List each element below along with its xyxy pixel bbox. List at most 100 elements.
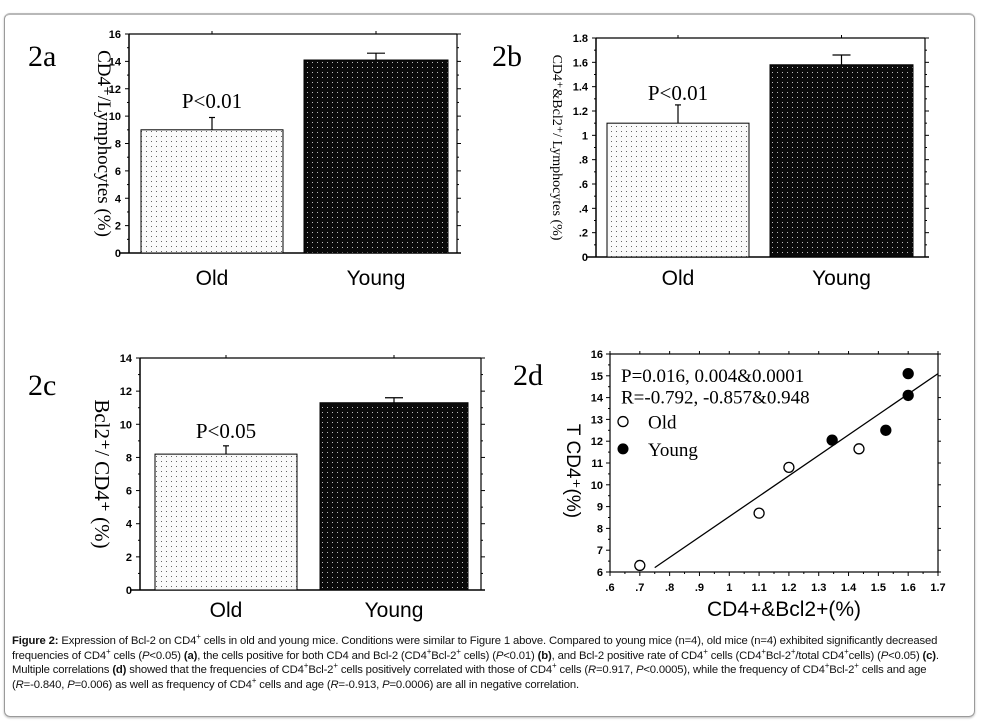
x-category-label: Old <box>662 267 695 290</box>
figure-caption: Figure 2: Expression of Bcl-2 on CD4+ ce… <box>12 632 969 692</box>
caption-segment: cells ( <box>110 649 143 662</box>
panel-2c: 2c 0 2 4 6 8 10 12 14 Old Young P<0.05 Bcl2⁺/ CD4⁺ (… <box>28 353 485 622</box>
caption-segment: + <box>303 661 309 671</box>
y-tick-label: 14 <box>120 353 133 365</box>
caption-segment: /total CD4 <box>795 649 845 662</box>
y-axis-label: CD4⁺/Lymphocytes (%) <box>93 50 114 237</box>
caption-segment: R <box>330 678 339 691</box>
y-axis-label: CD4⁺&Bcl2⁺/ Lymphocytes (%) <box>549 55 564 241</box>
panel-label: 2c <box>28 369 56 402</box>
legend-label-young: Young <box>648 440 698 461</box>
caption-segment: + <box>761 646 766 656</box>
y-tick-label: 16 <box>591 349 603 361</box>
caption-segment: + <box>196 632 201 642</box>
y-tick-label: 15 <box>591 371 603 383</box>
y-tick-label: 8 <box>597 523 603 535</box>
caption-segment: , the cells positive for both CD4 and Bc… <box>197 649 427 662</box>
data-point-old <box>783 461 795 474</box>
x-tick-label: 1.5 <box>871 582 886 594</box>
caption-segment: P <box>880 649 889 662</box>
y-tick-label: 9 <box>597 502 603 514</box>
y-tick-label: 4 <box>126 519 133 531</box>
y-tick-label: 10 <box>109 111 121 123</box>
y-tick-label: 1.6 <box>573 57 588 69</box>
y-tick-label: 8 <box>126 452 132 464</box>
y-tick-label: 4 <box>115 193 122 205</box>
panel-label: 2b <box>492 40 522 73</box>
x-category-label: Young <box>347 267 406 290</box>
y-tick-label: 12 <box>109 84 121 96</box>
caption-segment: + <box>456 646 461 656</box>
caption-segment: <0.0005), while the frequency of CD4 <box>643 664 825 677</box>
caption-segment: =-0.840, <box>23 678 68 691</box>
caption-segment: cells in old and young mice. Conditions … <box>12 635 938 662</box>
x-tick-label: 1.2 <box>781 582 796 594</box>
y-tick-label: 1.8 <box>573 33 588 45</box>
caption-segment: + <box>426 646 432 656</box>
legend-label-old: Old <box>648 413 677 434</box>
x-tick-label: .7 <box>635 582 644 594</box>
x-tick-label: .8 <box>665 582 674 594</box>
x-tick-label: 1.7 <box>930 582 945 594</box>
y-tick-label: .2 <box>579 228 588 240</box>
x-category-label: Old <box>196 267 229 290</box>
y-tick-label: 14 <box>109 56 122 68</box>
caption-segment: P <box>142 649 150 662</box>
caption-segment: Bcl-2 <box>431 649 457 662</box>
y-tick-label: 12 <box>591 436 603 448</box>
bar-old <box>140 129 284 254</box>
y-tick-label: 2 <box>126 552 132 564</box>
data-point-old <box>753 507 765 519</box>
caption-segment: =0.917, <box>595 664 636 677</box>
y-tick-label: 1.2 <box>573 106 588 118</box>
y-tick-label: 10 <box>591 480 603 492</box>
x-tick-label: .6 <box>605 582 614 594</box>
y-tick-label: .8 <box>579 155 588 167</box>
data-point-young <box>880 424 892 436</box>
caption-segment: + <box>854 661 859 671</box>
caption-segment: + <box>824 661 830 671</box>
y-tick-label: .4 <box>579 203 589 215</box>
caption-segment: <0.05) <box>149 649 184 662</box>
y-tick-label: 2 <box>115 221 121 233</box>
caption-segment: + <box>790 646 796 656</box>
y-tick-label: 14 <box>591 393 604 405</box>
caption-segment: cells) ( <box>848 649 881 662</box>
caption-segment: <0.01) <box>503 649 538 662</box>
y-axis-label: Bcl2⁺/ CD4⁺ (%) <box>90 399 114 548</box>
data-point-young <box>902 389 914 402</box>
data-point-old <box>853 443 865 455</box>
caption-segment: + <box>251 676 257 686</box>
caption-segment: cells positively correlated with those o… <box>337 664 552 677</box>
caption-segment: showed that the frequencies of CD4 <box>126 664 304 677</box>
legend-marker-young <box>617 443 629 455</box>
y-tick-label: 11 <box>591 458 603 470</box>
y-tick-label: 8 <box>115 139 121 151</box>
p-value-annotation: P<0.01 <box>182 89 242 113</box>
caption-segment: , and Bcl-2 positive rate of CD4 <box>551 649 704 662</box>
x-tick-label: .9 <box>695 582 704 594</box>
y-tick-label: 0 <box>115 248 121 260</box>
p-value-annotation: P<0.05 <box>196 419 256 443</box>
y-tick-label: 6 <box>115 166 121 178</box>
x-tick-label: 1 <box>726 582 732 594</box>
caption-segment: cells) ( <box>460 649 496 662</box>
x-axis-label: CD4+&Bcl2+(%) <box>707 598 861 621</box>
caption-segment: R <box>15 678 24 691</box>
y-tick-label: 13 <box>591 414 603 426</box>
panel-2b: 2b 0 .2 .4 .6 .8 1 1.2 1.4 1.6 1.8 Old Young P<0.01 CD… <box>492 33 929 290</box>
x-category-label: Young <box>365 599 424 622</box>
caption-segment: + <box>551 661 557 671</box>
y-tick-label: 7 <box>597 545 603 557</box>
caption-segment: (c) <box>922 649 937 662</box>
y-tick-label: 1 <box>582 130 588 142</box>
bar-old <box>606 122 750 258</box>
caption-segment: P <box>382 678 390 691</box>
caption-segment: cells ( <box>556 664 589 677</box>
p-values-annotation: P=0.016, 0.004&0.0001 <box>621 366 804 387</box>
y-tick-label: 0 <box>126 585 132 597</box>
panel-2d: 2d 6 7 8 9 10 11 12 13 14 15 16 .6 .7 .8 .9 1 1.1 1.2 1.3 1.… <box>513 349 946 621</box>
caption-segment: (b) <box>537 649 552 662</box>
x-tick-label: 1.6 <box>901 582 916 594</box>
